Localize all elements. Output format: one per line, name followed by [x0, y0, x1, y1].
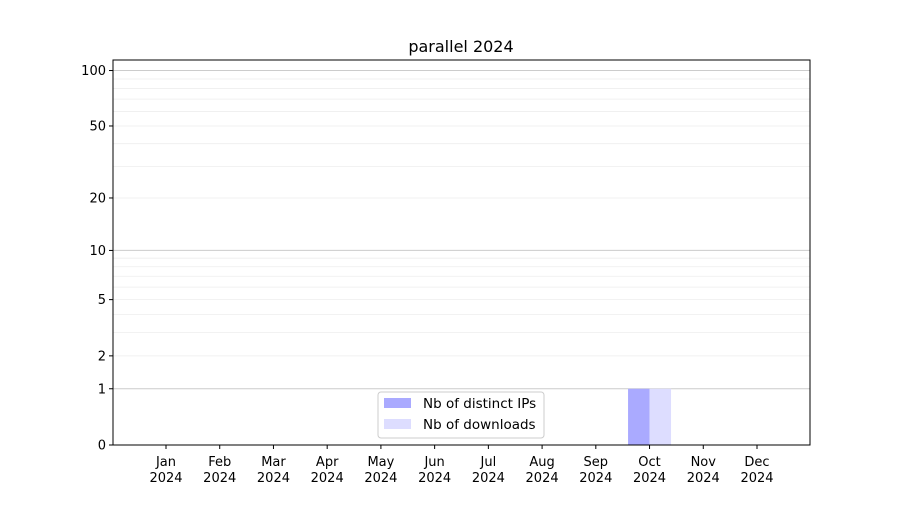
- x-tick-label: 2024: [579, 471, 612, 486]
- x-tick-label: Feb: [208, 455, 231, 470]
- bar-distinct-ips: [628, 388, 650, 445]
- legend-label: Nb of distinct IPs: [423, 396, 536, 412]
- legend-label: Nb of downloads: [423, 417, 536, 433]
- legend: Nb of distinct IPs Nb of downloads: [377, 391, 545, 439]
- x-tick-label: 2024: [311, 471, 344, 486]
- y-axis: 0 1 2 5 10 20 50 100: [81, 64, 113, 454]
- x-tick-label: Aug: [529, 455, 554, 470]
- y-tick-label: 10: [89, 244, 106, 259]
- legend-box: [377, 391, 545, 439]
- x-tick-label: May: [367, 455, 394, 470]
- bars: [628, 388, 672, 445]
- x-tick-label: 2024: [203, 471, 236, 486]
- x-tick-label: 2024: [149, 471, 182, 486]
- bar-downloads: [649, 388, 672, 445]
- x-tick-label: Mar: [261, 455, 286, 470]
- chart-title: parallel 2024: [408, 37, 513, 56]
- axes-frame: [112, 59, 811, 446]
- x-tick-label: Jun: [423, 455, 444, 470]
- x-tick-label: Jan: [155, 455, 176, 470]
- x-tick-label: Apr: [316, 455, 339, 470]
- x-tick-label: Oct: [638, 455, 660, 470]
- x-tick-label: 2024: [472, 471, 505, 486]
- y-tick-label: 50: [89, 119, 106, 134]
- x-tick-label: Dec: [744, 455, 769, 470]
- x-tick-label: 2024: [740, 471, 773, 486]
- gridlines: [113, 70, 810, 390]
- legend-swatch: [384, 398, 411, 408]
- y-tick-label: 0: [98, 439, 106, 454]
- x-tick-label: 2024: [257, 471, 290, 486]
- x-tick-label: 2024: [633, 471, 666, 486]
- x-tick-label: 2024: [364, 471, 397, 486]
- x-tick-label: Nov: [691, 455, 717, 470]
- x-tick-label: 2024: [418, 471, 451, 486]
- y-tick-label: 2: [98, 349, 106, 364]
- y-tick-label: 20: [89, 191, 106, 206]
- y-tick-label: 5: [98, 293, 106, 308]
- x-tick-label: Sep: [584, 455, 609, 470]
- x-tick-label: 2024: [687, 471, 720, 486]
- y-tick-label: 100: [81, 64, 106, 79]
- x-tick-label: Jul: [480, 455, 497, 470]
- legend-swatch: [384, 419, 411, 429]
- x-axis: Jan2024Feb2024Mar2024Apr2024May2024Jun20…: [149, 445, 774, 486]
- x-tick-label: 2024: [526, 471, 559, 486]
- y-tick-label: 1: [98, 382, 106, 397]
